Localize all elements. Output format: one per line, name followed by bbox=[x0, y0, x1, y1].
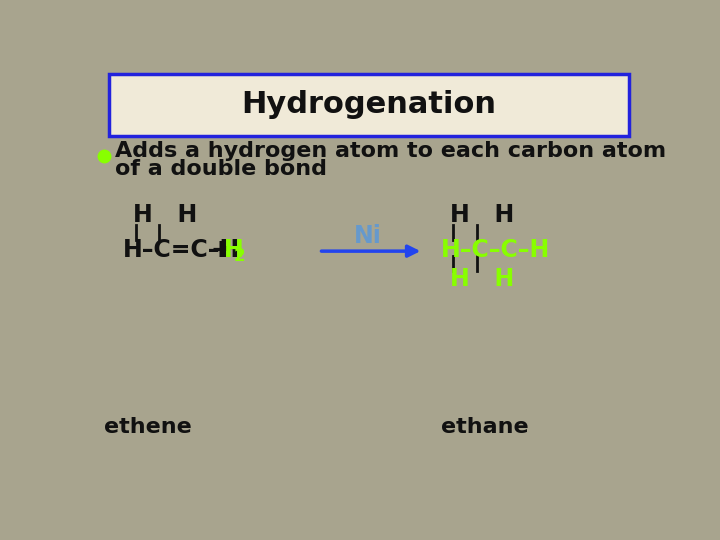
Bar bbox=[109, 74, 629, 136]
Text: H   H: H H bbox=[451, 203, 515, 227]
Text: ethene: ethene bbox=[104, 417, 192, 437]
Text: H   H: H H bbox=[132, 203, 197, 227]
Text: H: H bbox=[224, 238, 244, 261]
Text: H–C=C–H: H–C=C–H bbox=[123, 238, 240, 261]
Text: H–C–C–H: H–C–C–H bbox=[441, 238, 550, 261]
Text: +: + bbox=[210, 238, 230, 261]
Text: of a double bond: of a double bond bbox=[114, 159, 327, 179]
Text: ethane: ethane bbox=[441, 417, 529, 437]
Text: Adds a hydrogen atom to each carbon atom: Adds a hydrogen atom to each carbon atom bbox=[114, 141, 666, 161]
Text: Hydrogenation: Hydrogenation bbox=[241, 90, 497, 119]
Text: 2: 2 bbox=[233, 247, 245, 265]
Text: Ni: Ni bbox=[354, 224, 382, 248]
Text: H   H: H H bbox=[451, 267, 515, 291]
